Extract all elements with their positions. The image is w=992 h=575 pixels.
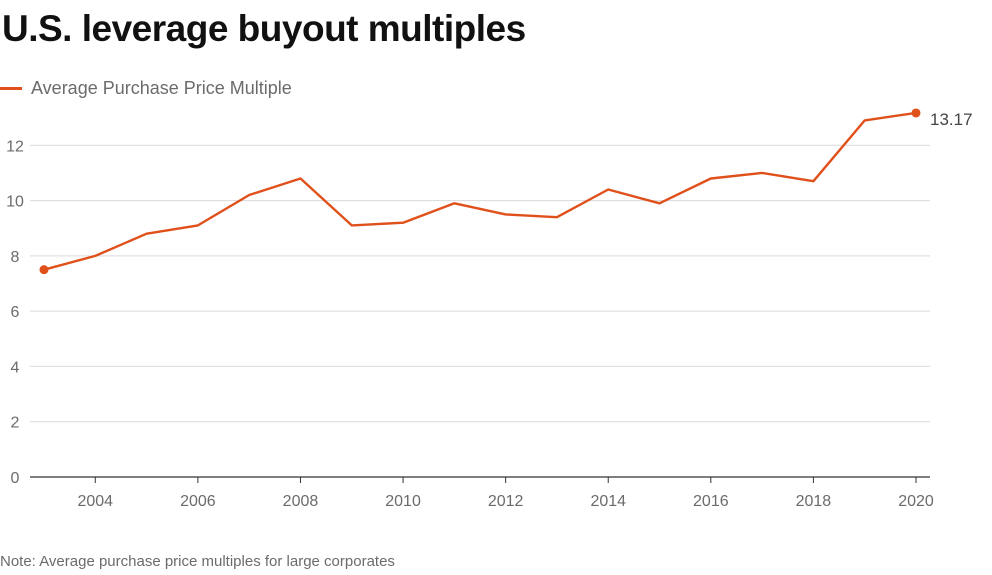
series-line-0 <box>42 111 918 271</box>
legend-swatch <box>0 86 22 90</box>
chart-title: U.S. leverage buyout multiples <box>2 8 526 49</box>
x-tick-label-2018: 2018 <box>796 493 832 510</box>
x-tick-label-2006: 2006 <box>180 493 216 510</box>
y-tick-label-8: 8 <box>11 249 20 266</box>
y-tick-label-2: 2 <box>11 415 20 432</box>
y-tick-label-4: 4 <box>11 359 20 376</box>
y-tick-label-6: 6 <box>11 304 20 321</box>
legend-label: Average Purchase Price Multiple <box>31 77 292 98</box>
x-tick-label-2012: 2012 <box>488 493 524 510</box>
x-tick-label-2008: 2008 <box>283 493 319 510</box>
legend: Average Purchase Price Multiple <box>0 77 292 99</box>
chart-note: Note: Average purchase price multiples f… <box>0 553 395 570</box>
data-point-start <box>39 265 49 275</box>
data-point-end <box>911 108 921 118</box>
x-tick-label-2016: 2016 <box>693 493 729 510</box>
data-label-end: 13.17 <box>930 110 973 129</box>
y-tick-label-12: 12 <box>6 138 24 155</box>
x-tick-label-2010: 2010 <box>385 493 421 510</box>
x-tick-label-2004: 2004 <box>77 493 113 510</box>
x-tick-label-2014: 2014 <box>590 493 626 510</box>
y-tick-label-0: 0 <box>11 470 20 487</box>
y-tick-label-10: 10 <box>6 194 24 211</box>
x-tick-label-2020: 2020 <box>898 493 934 510</box>
